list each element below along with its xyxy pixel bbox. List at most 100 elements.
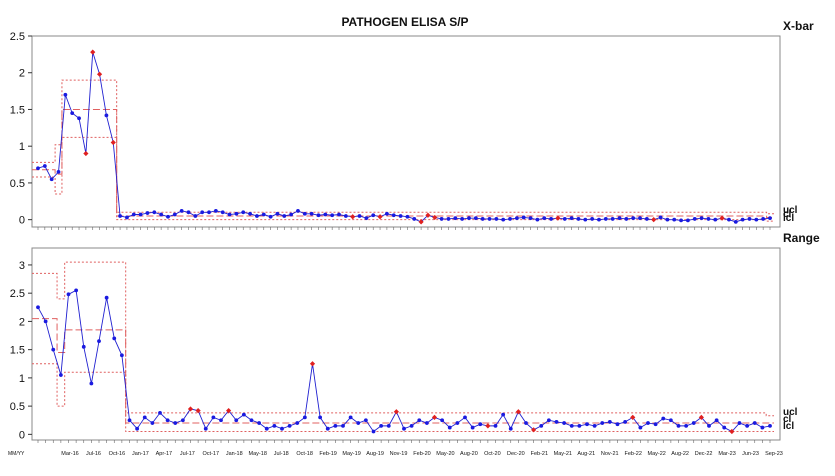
range-data-point: [417, 418, 422, 423]
range-data-point: [58, 373, 63, 377]
xbar-flagged-point: [555, 215, 561, 221]
xbar-data-point: [63, 92, 68, 97]
range-data-point: [569, 423, 574, 428]
xbar-lcl-line: [32, 136, 774, 222]
x-tick-label: Feb-21: [531, 451, 548, 457]
range-data-point: [501, 412, 506, 417]
xbar-data-point: [172, 212, 177, 217]
range-ucl-line: [32, 261, 774, 417]
range-cl-line: [32, 318, 774, 424]
x-tick-label: Dec-22: [695, 451, 713, 457]
x-tick-label: Sep-23: [765, 451, 783, 457]
x-tick-label: Feb-19: [319, 451, 336, 457]
range-data-point: [165, 418, 170, 423]
xbar-data-point: [343, 214, 348, 218]
range-data-point: [714, 418, 719, 423]
xbar-data-point: [77, 116, 81, 121]
x-tick-label: May-20: [436, 451, 454, 457]
xbar-cl-line: [32, 108, 774, 218]
range-data-point: [585, 422, 589, 427]
x-tick-label: Dec-20: [507, 451, 525, 457]
range-data-point: [402, 426, 406, 431]
xbar-data-point: [255, 214, 259, 218]
range-data-point: [760, 425, 765, 430]
xbar-data-point: [535, 217, 540, 222]
range-data-point: [180, 418, 185, 423]
range-flagged-point: [309, 361, 316, 367]
xbar-lcl-label: lcl: [783, 213, 794, 224]
x-tick-label: Jan-18: [226, 451, 243, 457]
xbar-data-point: [569, 216, 574, 221]
range-data-point: [592, 423, 597, 428]
xbar-data-point: [658, 215, 663, 220]
range-flagged-point: [393, 409, 399, 415]
range-data-point: [424, 421, 429, 425]
range-data-point: [676, 423, 681, 428]
x-tick-label: Aug-19: [366, 451, 384, 457]
xbar-data-point: [49, 177, 54, 182]
xbar-data-point: [733, 219, 738, 224]
range-flagged-point: [226, 408, 232, 414]
xbar-data-point: [631, 216, 636, 221]
xbar-data-point: [679, 218, 683, 223]
range-data-point: [752, 421, 757, 425]
xbar-flagged-point: [418, 219, 424, 225]
xbar-data-point: [193, 214, 198, 218]
x-tick-label: Jan-17: [132, 451, 149, 457]
range-data-point: [745, 423, 750, 428]
range-flagged-point: [729, 428, 735, 435]
xbar-data-point: [699, 216, 704, 221]
range-data-point: [280, 426, 284, 431]
range-data-point: [234, 418, 239, 423]
range-series-line: [37, 289, 771, 433]
xbar-flagged-point: [110, 139, 116, 146]
range-data-point: [646, 421, 650, 425]
range-flagged-point: [698, 414, 704, 421]
xbar-data-point: [672, 217, 677, 222]
range-data-point: [539, 423, 544, 428]
xbar-y-tick-label: 2.5: [10, 31, 25, 43]
range-y-tick-label: 0: [19, 429, 25, 441]
xbar-data-point: [405, 214, 410, 219]
xbar-data-point: [398, 214, 403, 218]
range-y-tick-label: 1: [19, 373, 25, 385]
x-axis-prefix: MM/YY: [8, 451, 25, 457]
xbar-data-point: [542, 216, 547, 221]
range-data-point: [363, 418, 368, 423]
xbar-y-tick-label: 1.5: [10, 104, 25, 116]
xbar-y-tick-label: 0: [19, 215, 25, 227]
x-tick-label: Apr-17: [156, 451, 173, 457]
xbar-data-point: [624, 217, 629, 221]
xbar-data-point: [727, 217, 731, 222]
x-tick-label: Oct-17: [203, 451, 220, 457]
range-data-point: [119, 353, 124, 358]
range-data-point: [653, 422, 658, 427]
xbar-data-point: [289, 212, 294, 217]
xbar-data-point: [467, 216, 471, 221]
xbar-data-point: [323, 212, 328, 217]
xbar-data-point: [453, 216, 458, 221]
xbar-cl-label: cl: [783, 209, 792, 220]
xbar-data-point: [56, 170, 61, 174]
xbar-flagged-point: [425, 212, 431, 218]
x-tick-label: May-19: [342, 451, 360, 457]
range-data-point: [318, 415, 323, 420]
range-data-point: [104, 295, 109, 300]
xbar-data-point: [371, 213, 376, 218]
range-data-point: [36, 305, 40, 310]
xbar-data-point: [439, 217, 444, 221]
xbar-data-point: [514, 216, 519, 221]
xbar-flagged-point: [83, 150, 89, 157]
x-tick-label: Oct-20: [484, 451, 501, 457]
xbar-data-point: [268, 214, 273, 219]
range-flagged-point: [187, 406, 194, 412]
xbar-y-tick-label: 2: [19, 68, 25, 80]
range-data-point: [89, 381, 94, 386]
xbar-data-point: [145, 211, 150, 215]
range-flagged-point: [485, 423, 491, 429]
xbar-data-point: [473, 216, 478, 221]
xbar-data-point: [220, 210, 225, 215]
xbar-data-point: [166, 214, 170, 219]
